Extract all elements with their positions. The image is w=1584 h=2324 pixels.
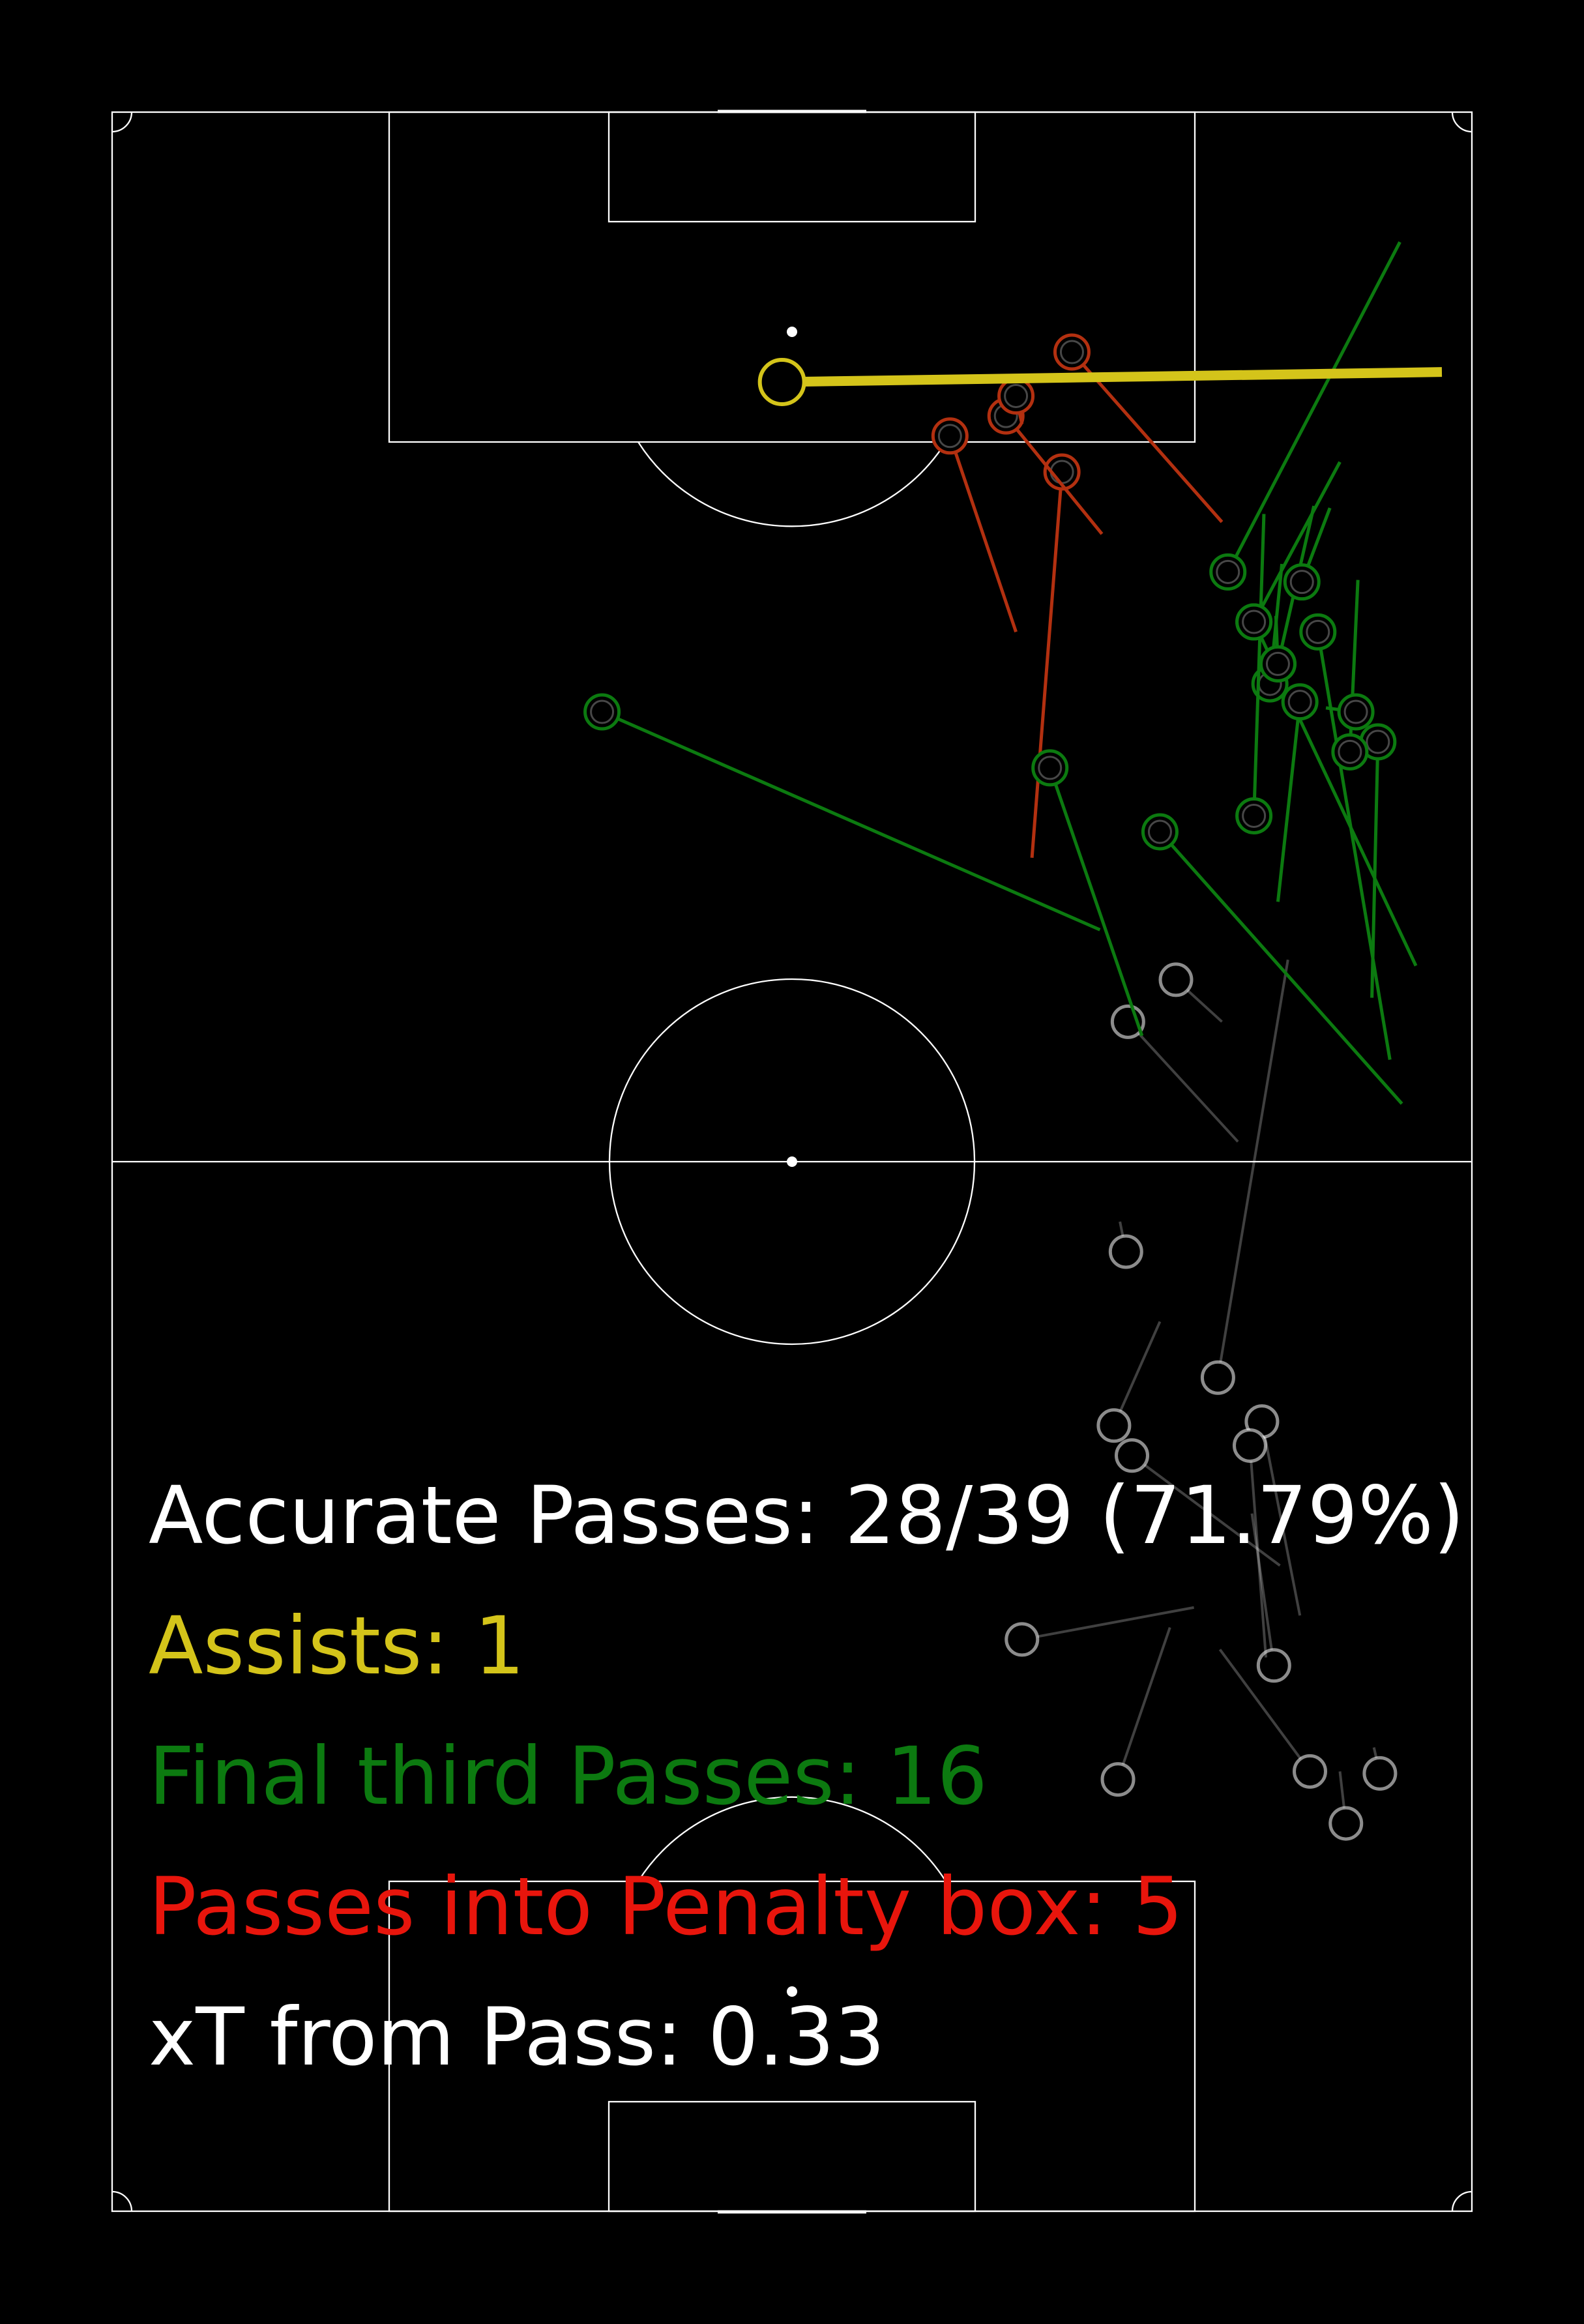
pass-start-marker-inner (1306, 619, 1330, 644)
pass-line (1316, 631, 1392, 1061)
pass-start-marker (1293, 1754, 1328, 1789)
pass-line (1276, 701, 1302, 902)
top-penalty-spot (787, 327, 797, 337)
pass-line (1048, 767, 1144, 1037)
pass-start-marker (1158, 962, 1194, 997)
passes-into-penalty-box-stat: Passes into Penalty box: 5 (149, 1861, 1183, 1953)
pass-line (1131, 1454, 1281, 1567)
assists-stat: Assists: 1 (149, 1600, 525, 1692)
pass-start-marker-inner (1343, 699, 1368, 724)
pass-start-marker (757, 358, 806, 406)
pass-start-marker (1005, 1622, 1040, 1657)
pass-start-marker (1110, 1004, 1145, 1039)
pass-final-third (1325, 693, 1375, 731)
pass-pass (1100, 1626, 1171, 1797)
pass-pass (1158, 962, 1223, 1023)
corner-arc-top-left (111, 111, 133, 133)
pass-line (1117, 1626, 1171, 1780)
top-penalty-arc (638, 441, 946, 527)
pass-final-third (1259, 615, 1297, 683)
pass-pass (1232, 1428, 1268, 1658)
pass-start-marker-inner (1038, 756, 1063, 780)
pitch-markings (111, 110, 1473, 2214)
pass-final-third (1235, 461, 1342, 641)
pass-start-marker (1200, 1360, 1235, 1395)
pass-line (948, 435, 1018, 633)
passes-layer (583, 241, 1443, 1841)
pass-start-marker-inner (1216, 559, 1240, 584)
accurate-passes-stat: Accurate Passes: 28/39 (71.79%) (149, 1469, 1465, 1562)
pass-line (601, 710, 1101, 932)
pass-start-marker (1115, 1438, 1149, 1473)
corner-arc-bottom-right (1451, 2190, 1473, 2212)
pass-line (1260, 1421, 1302, 1616)
pass-start-marker (1232, 1428, 1267, 1463)
pass-line (1005, 415, 1104, 535)
pass-pass (1005, 1606, 1194, 1657)
bottom-penalty-arc (638, 1796, 946, 1882)
pass-start-marker-inner (1338, 739, 1362, 764)
pass-line (1216, 959, 1289, 1378)
pass-start-marker-inner (1004, 383, 1029, 408)
centre-spot (787, 1156, 797, 1167)
pass-start-marker-inner (1366, 729, 1390, 754)
xt-from-pass-stat: xT from Pass: 0.33 (149, 1991, 885, 2083)
pass-start-marker (1096, 1408, 1132, 1443)
pass-line (1248, 1445, 1268, 1658)
pass-final-third (583, 693, 1101, 932)
pass-line (1252, 461, 1342, 623)
pass-line (1113, 1321, 1162, 1426)
pass-start-marker (1362, 1756, 1398, 1791)
pass-start-marker (1108, 1234, 1143, 1269)
pass-final-third (1031, 749, 1144, 1037)
pass-line (1158, 831, 1403, 1105)
pass-line (1030, 471, 1064, 859)
pass-line (1021, 1606, 1194, 1641)
pass-pass (1200, 959, 1289, 1395)
pass-pass (1096, 1321, 1162, 1443)
pass-start-marker-inner (1147, 819, 1172, 844)
pass-final-third (1141, 813, 1403, 1105)
pass-start-marker-inner (1242, 610, 1267, 634)
pass-pass (1218, 1649, 1328, 1789)
pass-start-marker-inner (1289, 570, 1314, 595)
corner-arc-bottom-left (111, 2190, 133, 2212)
pass-line (782, 367, 1443, 387)
pass-start-marker-inner (590, 699, 615, 724)
pass-start-marker-inner (1265, 651, 1290, 676)
pass-line (1252, 514, 1266, 816)
pass-assist (757, 358, 1443, 406)
pass-start-marker-inner (1287, 690, 1312, 714)
pass-final-third (1276, 683, 1319, 902)
pass-final-third (1283, 507, 1332, 601)
pass-pass (1108, 1221, 1143, 1269)
final-third-passes-stat: Final third Passes: 16 (149, 1730, 988, 1823)
pass-line (1226, 241, 1401, 573)
pass-penalty-box (1030, 453, 1081, 859)
corner-arc-top-right (1451, 111, 1473, 133)
pass-pass (1328, 1771, 1364, 1841)
pass-penalty-box (931, 417, 1018, 633)
pass-final-third (1299, 613, 1392, 1061)
pass-pass (1115, 1438, 1281, 1567)
pass-start-marker (1100, 1762, 1136, 1797)
pass-line (1218, 1649, 1312, 1772)
centre-circle (608, 978, 976, 1346)
pass-pass (1362, 1747, 1398, 1791)
pass-line (1370, 741, 1380, 998)
pass-start-marker-inner (1242, 803, 1267, 828)
pass-start-marker-inner (1059, 340, 1084, 364)
stats-panel: Accurate Passes: 28/39 (71.79%) Assists:… (149, 1450, 1465, 2102)
pass-start-marker (1256, 1648, 1291, 1683)
pass-line (1126, 1020, 1239, 1143)
pass-final-third (1235, 514, 1273, 834)
pass-start-marker-inner (937, 424, 962, 449)
pass-line (1250, 1513, 1276, 1666)
pass-start-marker (1328, 1806, 1364, 1841)
pass-final-third (1209, 241, 1401, 591)
pass-pass (1250, 1513, 1291, 1683)
bottom-penalty-spot (787, 1986, 797, 1997)
